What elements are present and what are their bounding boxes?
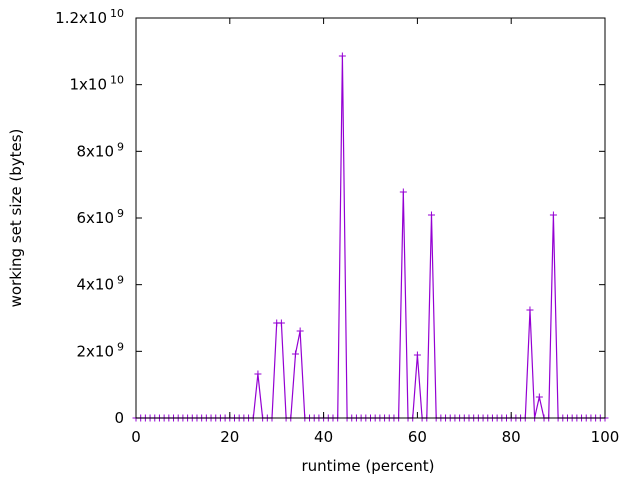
x-axis: 0 20 40 60 80 100 [131, 18, 619, 446]
x-tick-label: 40 [314, 428, 333, 446]
data-point [526, 306, 534, 314]
x-tick-label: 80 [502, 428, 521, 446]
series-working-set [132, 52, 609, 422]
y-tick-label: 1.2x10 10 [55, 7, 124, 27]
data-point [413, 351, 421, 359]
x-tick-label: 20 [220, 428, 239, 446]
data-point [254, 370, 262, 378]
data-point [296, 327, 304, 335]
x-tick-label: 100 [591, 428, 620, 446]
series-line [136, 55, 605, 419]
plot-frame [135, 17, 606, 419]
y-axis: 0 2x10 9 4x10 9 6x10 9 8x10 9 1x10 10 1.2x10 10 [55, 7, 605, 427]
x-axis-label: runtime (percent) [302, 457, 435, 475]
y-tick-label: 2x10 9 [76, 340, 124, 360]
data-point [277, 319, 285, 327]
data-point [535, 393, 543, 401]
data-point [399, 188, 407, 196]
y-tick-label: 8x10 9 [76, 140, 124, 160]
data-point [427, 211, 435, 219]
y-tick-label: 6x10 9 [76, 207, 124, 227]
y-axis-label: working set size (bytes) [7, 129, 25, 308]
x-tick-label: 60 [408, 428, 427, 446]
data-point [291, 350, 299, 358]
y-tick-label: 4x10 9 [76, 274, 124, 294]
x-tick-label: 0 [131, 428, 141, 446]
y-tick-label: 0 [114, 409, 124, 427]
data-point [338, 52, 346, 60]
data-point [549, 211, 557, 219]
y-tick-label: 1x10 10 [69, 74, 124, 94]
